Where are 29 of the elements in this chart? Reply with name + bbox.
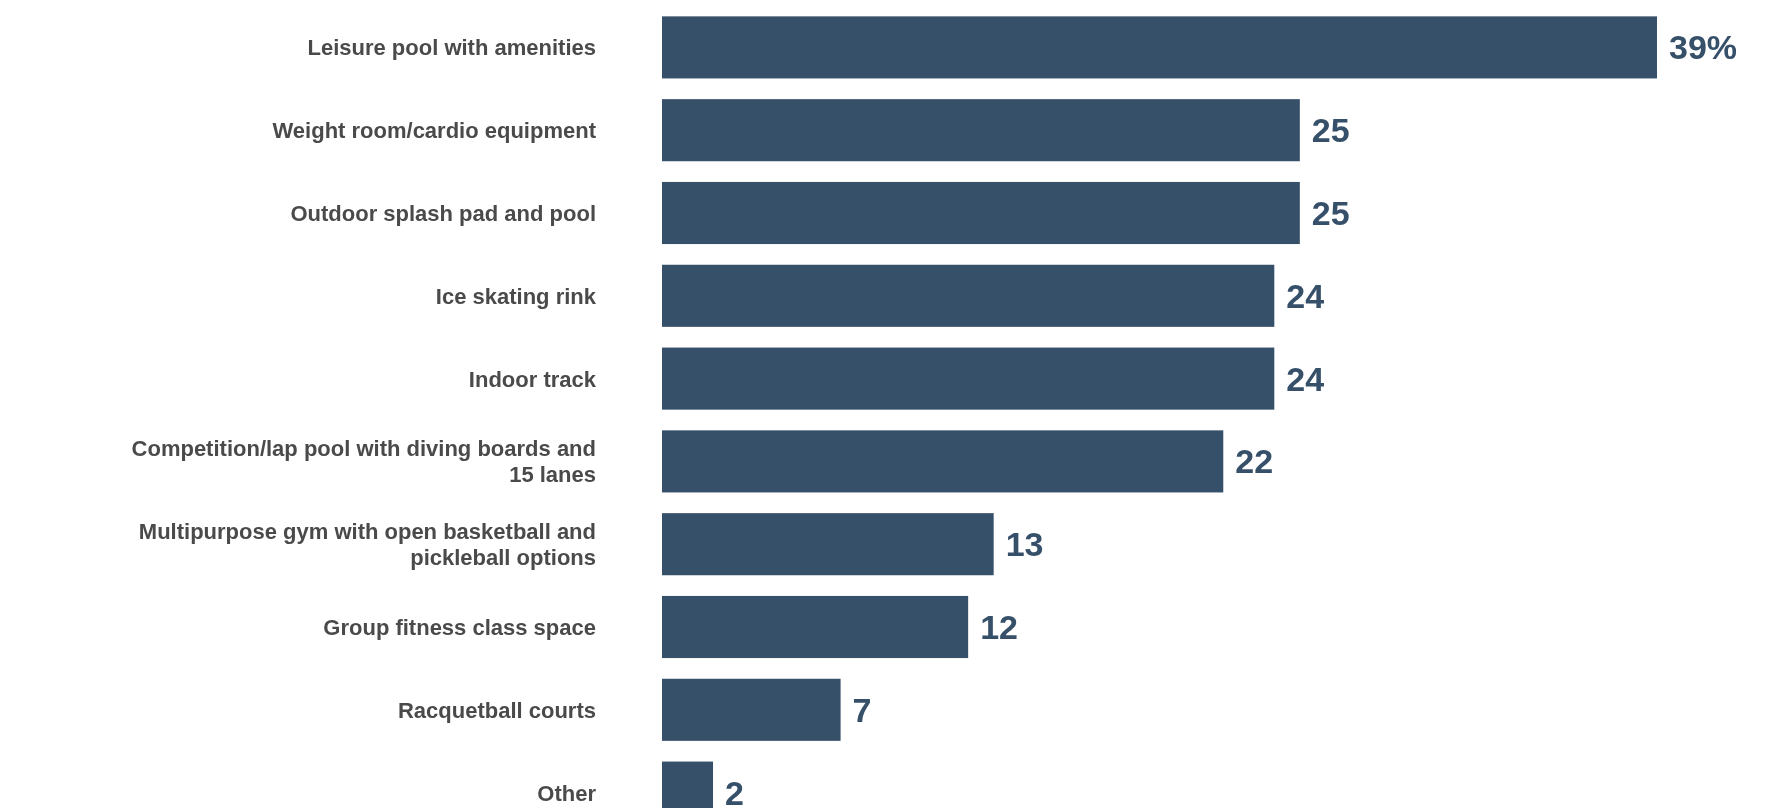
y-tick-label: Outdoor splash pad and pool <box>290 200 596 226</box>
bar <box>662 347 1275 410</box>
y-tick-label: Weight room/cardio equipment <box>272 117 597 143</box>
bar <box>662 595 969 659</box>
y-tick-label: Racquetball courts <box>397 697 596 723</box>
y-tick-label: Indoor track <box>468 366 597 392</box>
bar <box>662 678 841 741</box>
bar <box>662 264 1275 327</box>
data-label: 2 <box>725 773 744 809</box>
y-tick-label: Other <box>537 780 597 806</box>
bar <box>662 513 994 576</box>
bar <box>662 181 1300 245</box>
bar <box>662 16 1657 79</box>
data-label: 25 <box>1311 194 1350 232</box>
data-label: 24 <box>1286 276 1325 315</box>
data-label: 22 <box>1235 442 1274 481</box>
data-label: 12 <box>980 608 1018 646</box>
data-label: 24 <box>1286 359 1325 398</box>
data-label: 39% <box>1669 28 1738 67</box>
y-tick-label: Group fitness class space <box>323 614 596 640</box>
y-tick-label: Ice skating rink <box>435 283 597 309</box>
data-label: 25 <box>1311 111 1350 150</box>
y-tick-label: Leisure pool with amenities <box>307 34 596 60</box>
y-tick-label: Multipurpose gym with open basketball and pickleball options <box>138 518 596 570</box>
bar <box>662 99 1300 162</box>
y-tick-label: Competition/lap pool with diving boards and 15 lanes <box>131 435 596 487</box>
data-label: 7 <box>852 690 872 729</box>
data-label: 13 <box>1005 525 1044 564</box>
bar <box>662 430 1224 493</box>
